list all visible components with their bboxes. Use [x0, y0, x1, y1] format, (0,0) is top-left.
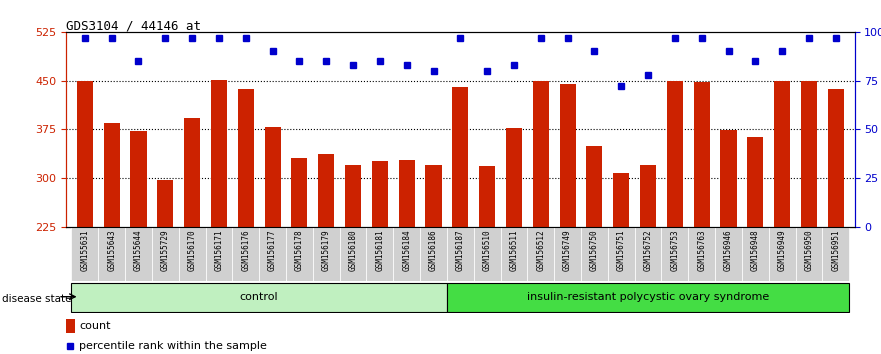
Bar	[528, 227, 554, 281]
Text: GSM156512: GSM156512	[537, 229, 545, 271]
Bar	[345, 165, 361, 227]
Bar	[662, 227, 688, 281]
Bar	[426, 165, 441, 227]
Text: GSM156751: GSM156751	[617, 229, 626, 271]
Bar	[581, 227, 608, 281]
Text: control: control	[240, 292, 278, 302]
Text: GSM156950: GSM156950	[804, 229, 813, 271]
Text: GSM156180: GSM156180	[349, 229, 358, 271]
Bar	[238, 89, 254, 227]
Bar	[533, 80, 549, 227]
Bar	[372, 161, 388, 227]
Bar	[66, 319, 75, 333]
Text: GSM156171: GSM156171	[214, 229, 224, 271]
Bar	[292, 158, 307, 227]
Text: GSM156181: GSM156181	[375, 229, 384, 271]
Bar	[613, 173, 629, 227]
Bar	[559, 84, 575, 227]
Bar	[158, 180, 174, 227]
Text: GSM156179: GSM156179	[322, 229, 330, 271]
Bar	[104, 123, 120, 227]
Bar	[640, 165, 656, 227]
Bar	[693, 82, 710, 227]
Text: GSM156178: GSM156178	[295, 229, 304, 271]
Bar	[479, 166, 495, 227]
Bar	[264, 127, 281, 227]
Bar	[769, 227, 796, 281]
Bar	[474, 227, 500, 281]
Text: GSM156749: GSM156749	[563, 229, 572, 271]
Bar	[71, 227, 99, 281]
Bar	[634, 227, 662, 281]
Bar	[667, 80, 683, 227]
Bar	[420, 227, 447, 281]
Text: GSM156510: GSM156510	[483, 229, 492, 271]
Text: GSM156946: GSM156946	[724, 229, 733, 271]
Text: GSM155729: GSM155729	[161, 229, 170, 271]
Bar	[715, 227, 742, 281]
Text: GSM156948: GSM156948	[751, 229, 759, 271]
Bar	[688, 227, 715, 281]
Bar	[721, 130, 737, 227]
Text: count: count	[79, 321, 111, 331]
Text: GSM156763: GSM156763	[697, 229, 707, 271]
Bar	[822, 227, 849, 281]
Text: GSM156752: GSM156752	[643, 229, 653, 271]
Bar	[747, 137, 763, 227]
Bar	[796, 227, 822, 281]
Bar	[152, 227, 179, 281]
Bar	[130, 131, 146, 227]
Bar	[211, 80, 227, 227]
Bar	[608, 227, 634, 281]
Bar	[233, 227, 259, 281]
Bar	[313, 227, 340, 281]
Text: GSM156177: GSM156177	[268, 229, 278, 271]
Text: GSM156511: GSM156511	[509, 229, 518, 271]
Bar	[99, 227, 125, 281]
Text: GSM156951: GSM156951	[832, 229, 840, 271]
Text: GSM156184: GSM156184	[403, 229, 411, 271]
Text: percentile rank within the sample: percentile rank within the sample	[79, 341, 267, 351]
Bar	[179, 227, 205, 281]
Bar	[447, 227, 474, 281]
Bar	[452, 87, 469, 227]
Text: GSM156176: GSM156176	[241, 229, 250, 271]
Bar	[828, 89, 844, 227]
Bar	[125, 227, 152, 281]
Bar	[340, 227, 366, 281]
Text: GSM155643: GSM155643	[107, 229, 116, 271]
Bar	[801, 80, 817, 227]
Bar	[587, 146, 603, 227]
Text: disease state: disease state	[2, 294, 71, 304]
Text: insulin-resistant polycystic ovary syndrome: insulin-resistant polycystic ovary syndr…	[527, 292, 769, 302]
Bar	[393, 227, 420, 281]
Bar	[259, 227, 286, 281]
Text: GSM156949: GSM156949	[778, 229, 787, 271]
Bar	[554, 227, 581, 281]
Bar	[366, 227, 393, 281]
Bar	[447, 283, 849, 312]
Bar	[742, 227, 769, 281]
Bar	[71, 283, 447, 312]
Text: GSM155631: GSM155631	[80, 229, 89, 271]
Bar	[398, 160, 415, 227]
Bar	[500, 227, 528, 281]
Text: GSM156750: GSM156750	[590, 229, 599, 271]
Bar	[506, 128, 522, 227]
Bar	[286, 227, 313, 281]
Text: GSM156753: GSM156753	[670, 229, 679, 271]
Text: GSM155644: GSM155644	[134, 229, 143, 271]
Bar	[77, 81, 93, 227]
Bar	[774, 80, 790, 227]
Text: GSM156187: GSM156187	[455, 229, 465, 271]
Text: GDS3104 / 44146_at: GDS3104 / 44146_at	[66, 19, 201, 32]
Bar	[184, 118, 200, 227]
Bar	[318, 154, 334, 227]
Text: GSM156170: GSM156170	[188, 229, 196, 271]
Text: GSM156186: GSM156186	[429, 229, 438, 271]
Bar	[205, 227, 233, 281]
